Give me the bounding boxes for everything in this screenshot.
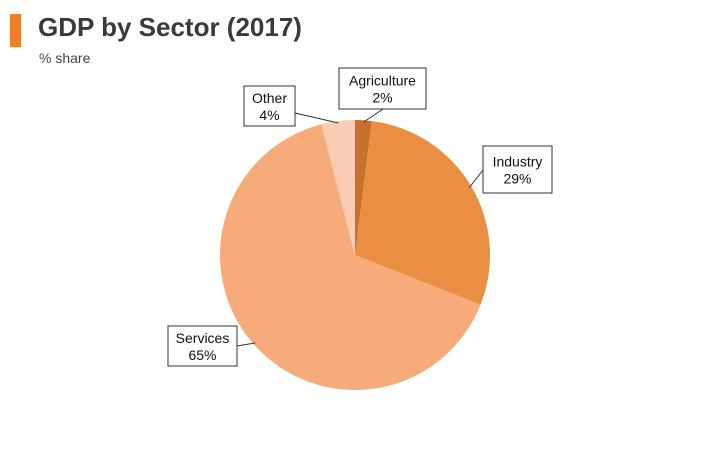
slice-value-industry: 29% [503, 171, 531, 187]
chart-title: GDP by Sector (2017) [38, 12, 302, 42]
leader-line-services [236, 342, 256, 347]
slice-value-services: 65% [188, 347, 216, 363]
slice-label-services: Services [176, 330, 230, 346]
slice-value-other: 4% [259, 107, 279, 123]
pie-slice-services [219, 124, 481, 391]
label-box-agriculture [338, 67, 427, 110]
slice-label-agriculture: Agriculture [349, 73, 416, 89]
leader-line-agriculture [363, 108, 384, 123]
pie-slice-other [321, 120, 355, 255]
label-box-industry [482, 145, 553, 194]
slice-value-agriculture: 2% [372, 90, 392, 106]
title-accent-bar [10, 14, 21, 47]
label-box-other [243, 85, 296, 127]
slice-label-industry: Industry [493, 154, 543, 170]
slice-label-other: Other [252, 90, 287, 106]
pie-slice-industry [355, 121, 491, 305]
label-box-services [167, 325, 238, 367]
leader-line-industry [469, 169, 484, 188]
leader-line-other [294, 112, 339, 124]
chart-subtitle: % share [39, 50, 91, 66]
pie-slice-agriculture [355, 120, 372, 255]
